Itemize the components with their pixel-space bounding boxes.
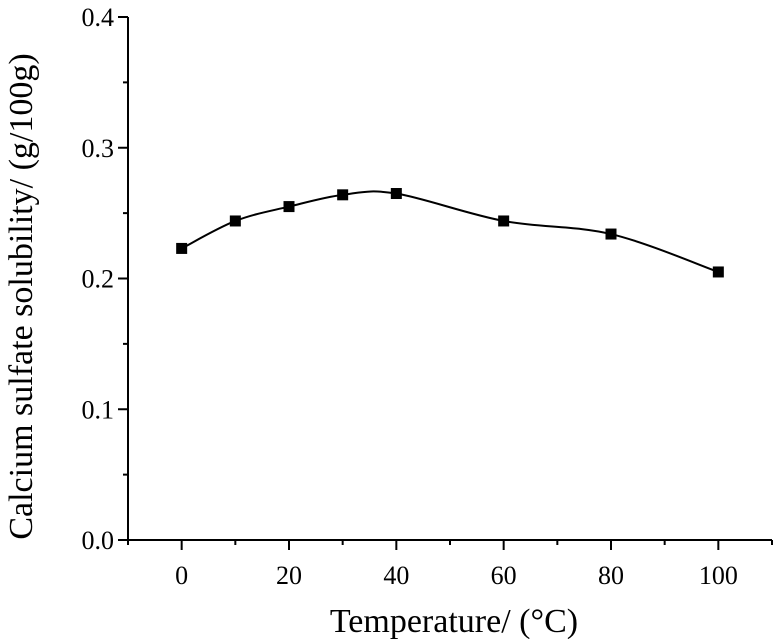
x-axis-title: Temperature/ (°C) [330,603,578,639]
data-point-marker [390,188,402,200]
y-tick-label: 0.0 [82,526,115,555]
x-tick-label: 0 [175,561,188,590]
x-tick-label: 60 [491,561,517,590]
y-tick-label: 0.1 [82,395,115,424]
x-tick-label: 40 [383,561,409,590]
data-point-marker [283,201,295,213]
data-point-marker [176,242,188,254]
data-point-marker [712,266,724,278]
x-tick-label: 80 [598,561,624,590]
data-point-marker [498,215,510,227]
y-tick-label: 0.2 [82,265,115,294]
y-tick-label: 0.3 [82,134,115,163]
data-point-marker [605,228,617,240]
series-line [181,190,719,273]
y-axis-title: Calcium sulfate solubility/ (g/100g) [3,53,40,539]
axes: 0.0 0.1 0.2 0.3 0.4 0 20 40 60 80 100 [82,3,773,590]
data-point-marker [337,189,349,201]
y-tick-label: 0.4 [82,3,115,32]
x-tick-label: 20 [276,561,302,590]
data-point-marker [229,215,241,227]
series-layer [176,188,724,278]
x-tick-label: 100 [699,561,738,590]
